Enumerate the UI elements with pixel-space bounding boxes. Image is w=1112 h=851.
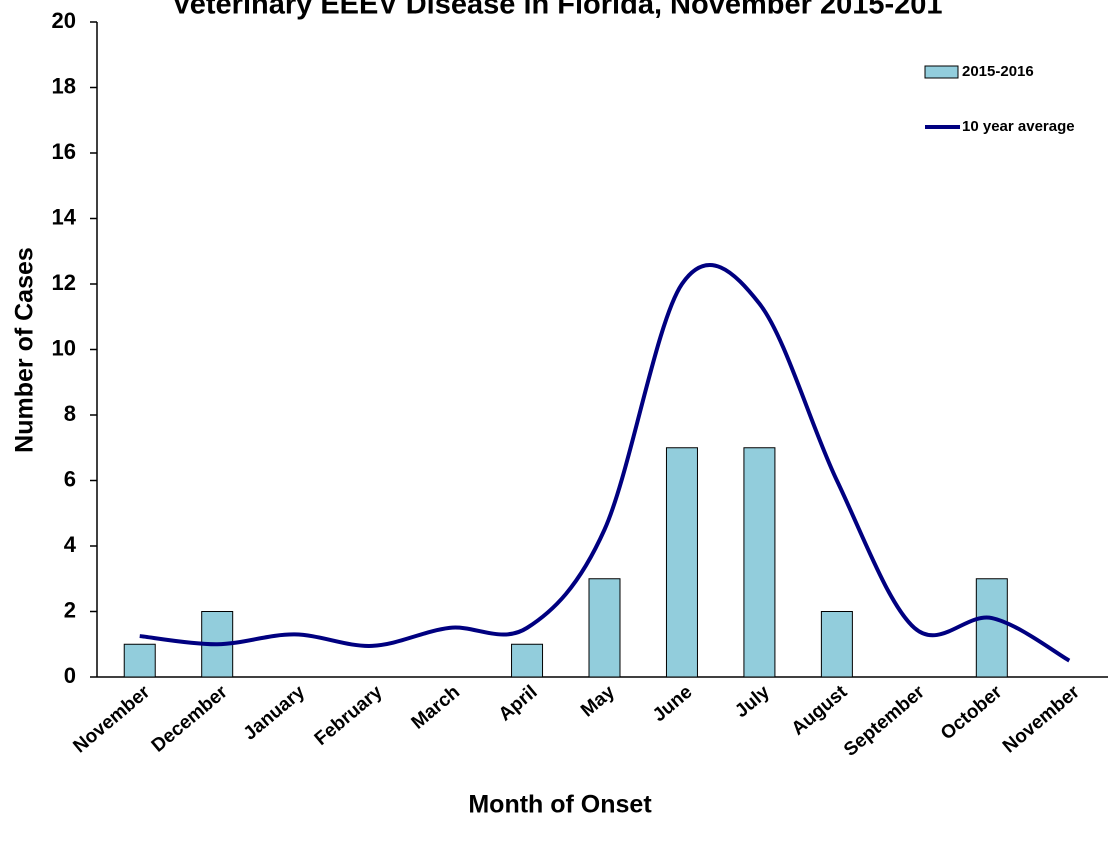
y-axis-label: Number of Cases: [11, 247, 39, 453]
chart-title: Veterinary EEEV Disease in Florida, Nove…: [172, 0, 943, 21]
y-tick-label: 6: [64, 466, 76, 491]
y-tick-label: 14: [52, 204, 77, 229]
y-tick-label: 20: [52, 8, 76, 33]
bar: [975, 578, 1008, 678]
y-tick-label: 0: [64, 663, 76, 688]
y-tick-label: 8: [64, 401, 76, 426]
bar: [743, 447, 776, 678]
legend-label: 2015-2016: [962, 63, 1034, 80]
legend-swatch: [924, 65, 959, 79]
line: [139, 263, 1071, 663]
y-tick-label: 2: [64, 597, 76, 622]
y-tick-label: 16: [52, 139, 76, 164]
bar: [665, 447, 698, 678]
bar: [123, 643, 156, 678]
y-tick-label: 10: [52, 335, 76, 360]
y-tick-label: 18: [52, 73, 76, 98]
bar: [588, 578, 621, 678]
bar: [820, 611, 853, 678]
y-tick-label: 12: [52, 270, 76, 295]
legend-label: 10 year average: [962, 118, 1075, 135]
x-axis-label: Month of Onset: [468, 791, 652, 819]
bar: [511, 643, 544, 678]
y-tick-label: 4: [64, 532, 77, 557]
